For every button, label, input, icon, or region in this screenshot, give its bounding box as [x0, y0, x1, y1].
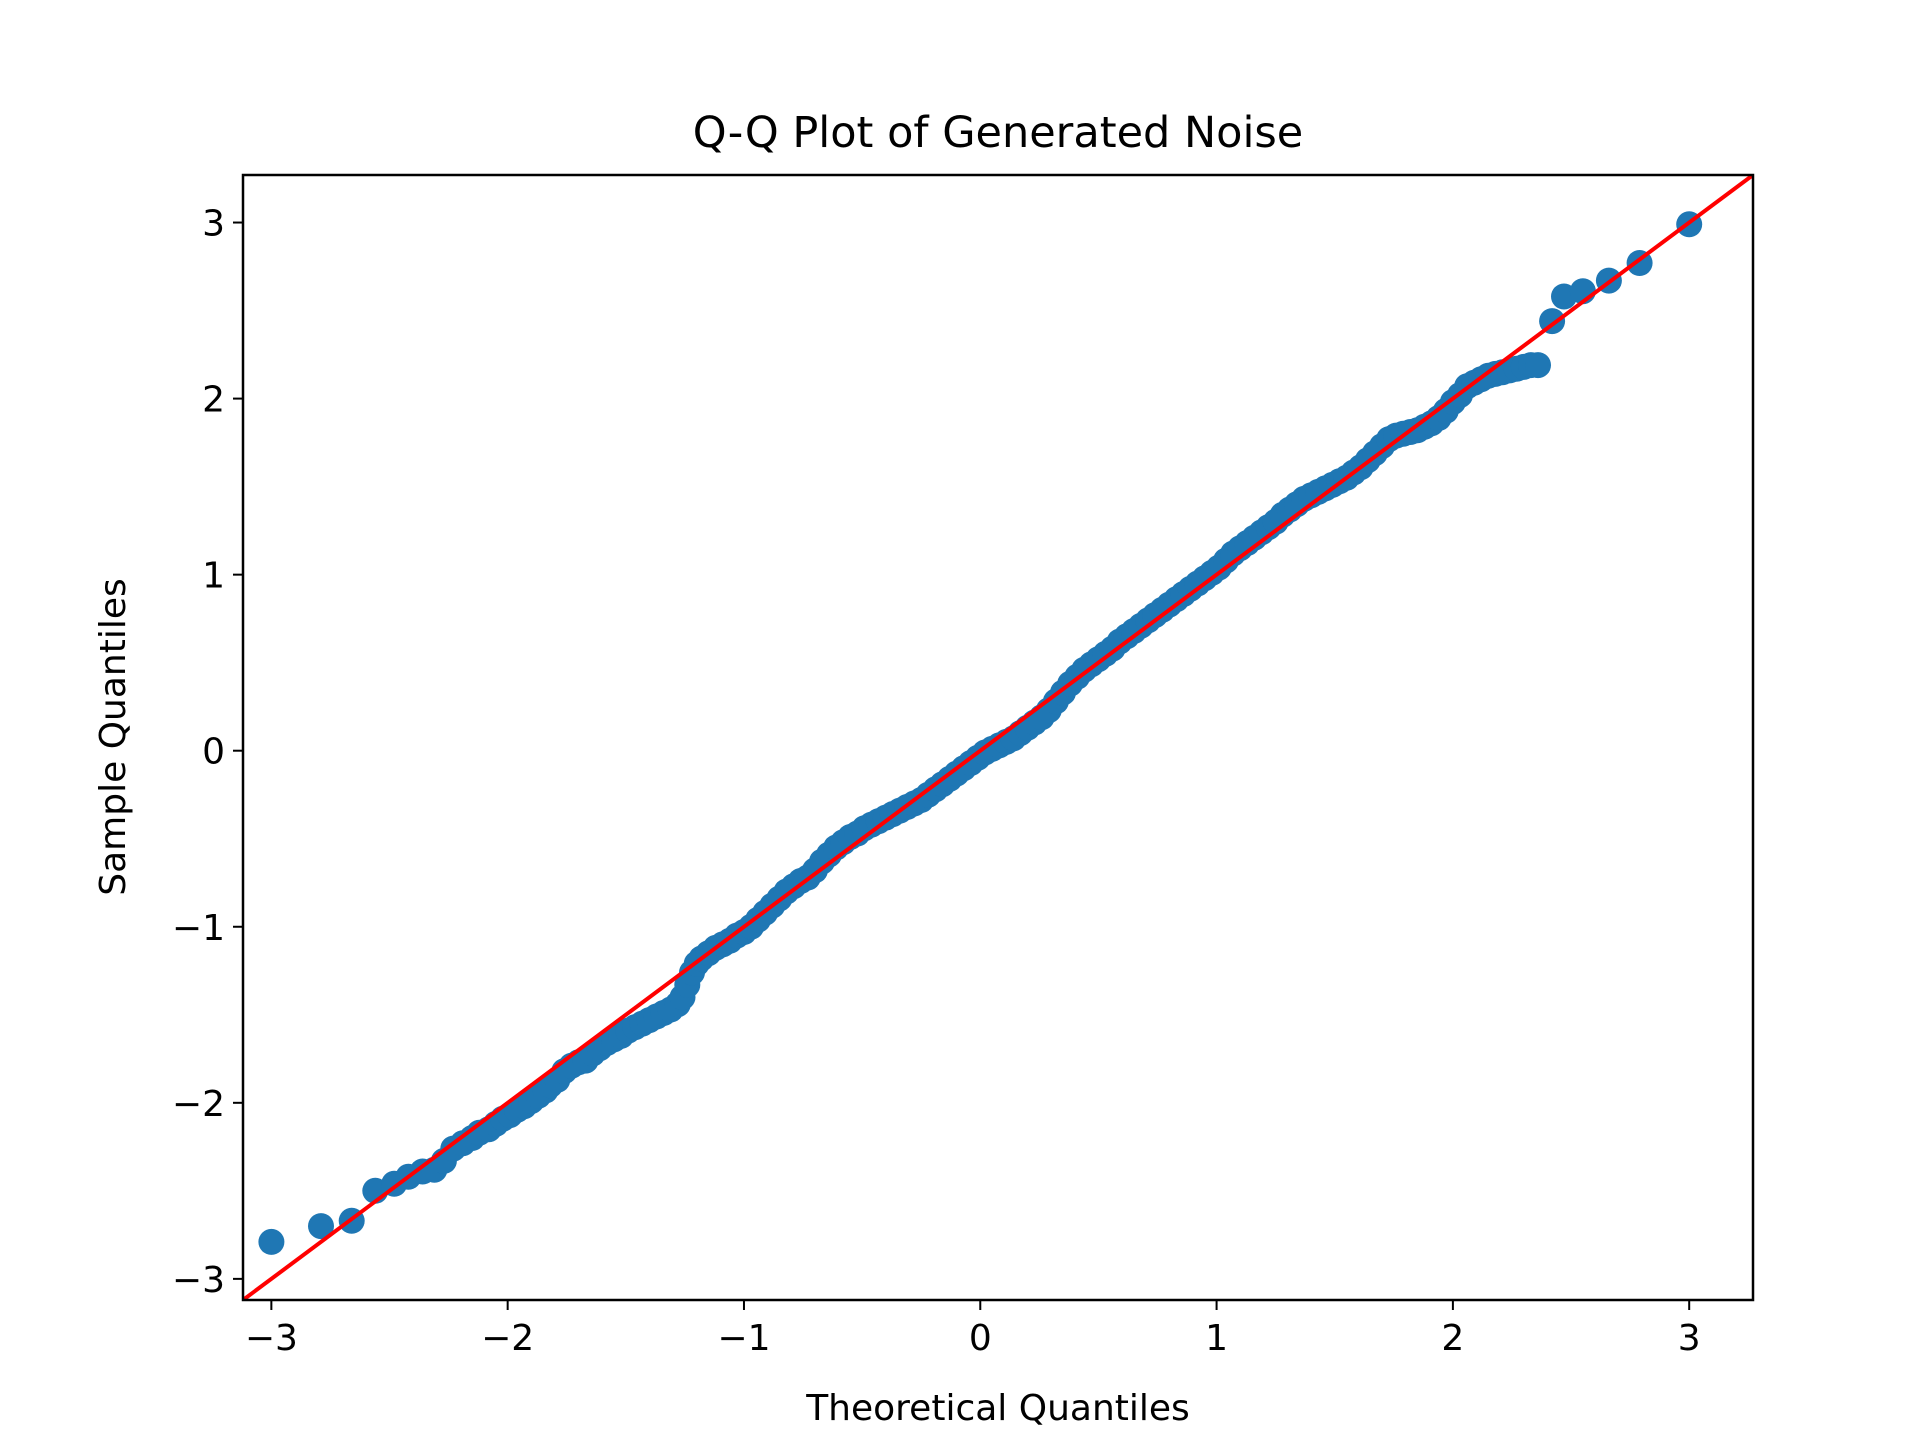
x-tick-label: 0	[969, 1318, 992, 1359]
reference-line	[243, 175, 1753, 1300]
x-tick-label: 1	[1205, 1318, 1228, 1359]
data-points	[258, 211, 1703, 1255]
x-tick-label: −3	[245, 1318, 298, 1359]
y-tick-label: −1	[172, 908, 225, 949]
reference-line-layer	[243, 175, 1753, 1300]
y-tick-label: 2	[202, 380, 225, 421]
y-tick-label: −3	[172, 1260, 225, 1301]
y-tick-label: −2	[172, 1084, 225, 1125]
plot-area-frame	[241, 173, 1755, 1302]
data-point	[308, 1213, 334, 1240]
y-tick-label: 3	[202, 204, 225, 245]
data-point	[258, 1228, 285, 1255]
y-axis-label: Sample Quantiles	[93, 578, 134, 895]
data-point	[1525, 352, 1551, 379]
x-tick-label: 3	[1678, 1318, 1701, 1359]
x-tick-label: −1	[717, 1318, 770, 1359]
x-axis-label: Theoretical Quantiles	[805, 1388, 1190, 1429]
y-tick-label: 0	[202, 732, 225, 773]
y-axis-ticks: −3 −2 −1 0 1 2 3	[172, 204, 243, 1301]
x-tick-label: 2	[1441, 1318, 1464, 1359]
y-tick-label: 1	[202, 556, 225, 597]
x-tick-label: −2	[481, 1318, 534, 1359]
x-axis-ticks: −3 −2 −1 0 1 2 3	[245, 1300, 1701, 1359]
chart-title: Q-Q Plot of Generated Noise	[693, 108, 1304, 158]
